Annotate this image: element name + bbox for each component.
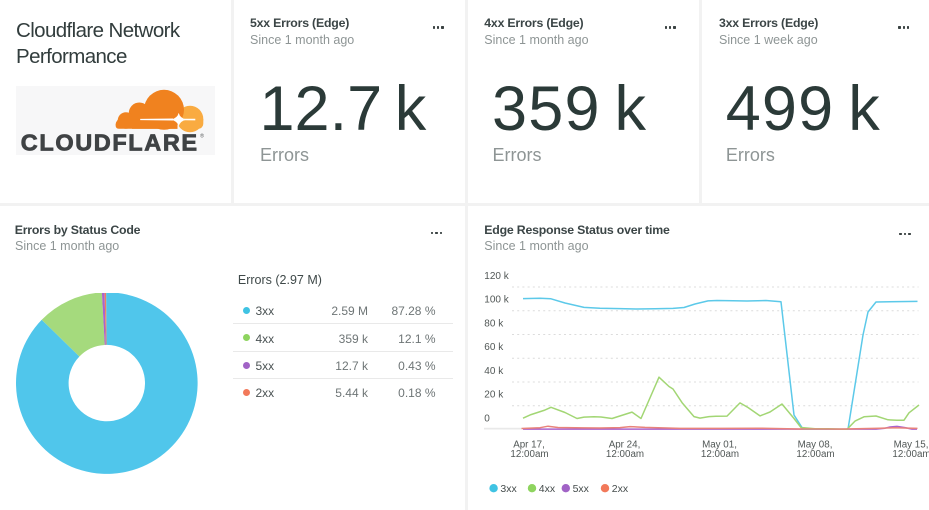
svg-text:60 k: 60 k xyxy=(484,342,504,353)
svg-text:12:00am: 12:00am xyxy=(701,449,739,460)
svg-text:May 08,: May 08, xyxy=(798,440,833,451)
svg-text:120 k: 120 k xyxy=(484,271,509,282)
svg-text:Apr 24,: Apr 24, xyxy=(609,440,641,451)
svg-text:May 15,: May 15, xyxy=(894,440,929,451)
svg-text:®: ® xyxy=(200,133,204,140)
svg-text:80 k: 80 k xyxy=(484,318,504,329)
svg-text:May 01,: May 01, xyxy=(702,440,737,451)
svg-text:12:00am: 12:00am xyxy=(606,449,644,460)
svg-text:2xx: 2xx xyxy=(612,483,629,495)
svg-text:20 k: 20 k xyxy=(484,390,504,401)
svg-text:3xx: 3xx xyxy=(500,483,517,495)
svg-text:12:00am: 12:00am xyxy=(510,449,548,460)
svg-text:CLOUDFLARE: CLOUDFLARE xyxy=(21,130,199,155)
svg-text:Apr 17,: Apr 17, xyxy=(513,440,545,451)
svg-text:4xx: 4xx xyxy=(539,483,556,495)
svg-text:12:00am: 12:00am xyxy=(796,449,834,460)
svg-text:12:00am: 12:00am xyxy=(892,449,929,460)
svg-text:40 k: 40 k xyxy=(484,366,504,377)
svg-text:0: 0 xyxy=(484,413,490,424)
svg-text:5xx: 5xx xyxy=(573,483,590,495)
svg-text:100 k: 100 k xyxy=(484,295,509,306)
